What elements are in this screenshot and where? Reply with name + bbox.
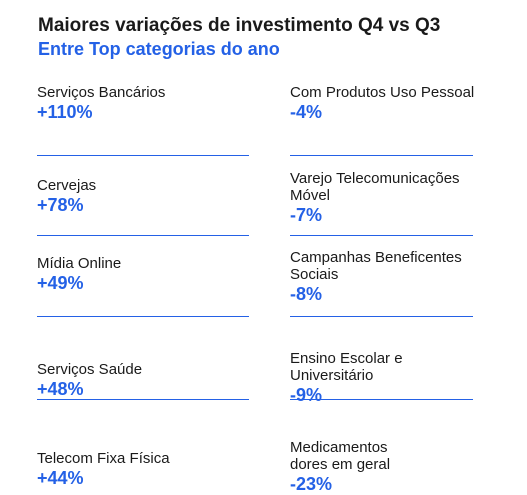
- category-label: Serviços Saúde: [37, 361, 143, 378]
- variation-item-right: Medicamentos dores em geral -23%: [290, 439, 485, 495]
- page-subtitle: Entre Top categorias do ano: [38, 39, 280, 59]
- variation-value: -7%: [290, 205, 323, 225]
- variation-value: -4%: [290, 102, 323, 122]
- divider: [290, 235, 473, 236]
- variation-value: +78%: [37, 195, 84, 215]
- variation-item-right: Varejo Telecomunicações Móvel -7%: [290, 170, 485, 226]
- category-label: Campanhas Beneficentes Sociais: [290, 249, 462, 283]
- category-label: Medicamentos dores em geral: [290, 439, 391, 473]
- divider: [290, 399, 473, 400]
- divider: [290, 316, 473, 317]
- variation-item-right: Com Produtos Uso Pessoal -4%: [290, 84, 485, 123]
- variation-value: +49%: [37, 273, 84, 293]
- category-label: Varejo Telecomunicações Móvel: [290, 170, 460, 204]
- category-label: Cervejas: [37, 177, 97, 194]
- variation-item-right: Ensino Escolar e Universitário -9%: [290, 350, 485, 406]
- variation-value: -8%: [290, 284, 323, 304]
- variation-value: +44%: [37, 468, 84, 488]
- variation-item-left: Telecom Fixa Física +44%: [37, 450, 249, 489]
- variation-row: Mídia Online +49% Campanhas Beneficentes…: [37, 236, 477, 304]
- category-label: Mídia Online: [37, 255, 122, 272]
- header: Maiores variações de investimento Q4 vs …: [38, 14, 508, 60]
- divider: [37, 155, 249, 156]
- category-label: Serviços Bancários: [37, 84, 166, 101]
- variation-row: Serviços Bancários +110% Com Produtos Us…: [37, 80, 477, 139]
- variation-row: Serviços Saúde +48% Ensino Escolar e Uni…: [37, 317, 477, 405]
- variation-grid: Serviços Bancários +110% Com Produtos Us…: [37, 80, 477, 494]
- variation-value: +110%: [37, 102, 93, 122]
- variation-item-left: Serviços Saúde +48%: [37, 361, 249, 400]
- variation-value: +48%: [37, 379, 84, 399]
- category-label: Com Produtos Uso Pessoal: [290, 84, 475, 101]
- variation-item-left: Serviços Bancários +110%: [37, 84, 249, 123]
- variation-row: Telecom Fixa Física +44% Medicamentos do…: [37, 400, 477, 494]
- divider: [37, 316, 249, 317]
- page-title: Maiores variações de investimento Q4 vs …: [38, 15, 441, 36]
- variation-item-left: Mídia Online +49%: [37, 255, 249, 294]
- category-label: Telecom Fixa Física: [37, 450, 170, 467]
- variation-item-left: Cervejas +78%: [37, 177, 249, 216]
- divider: [37, 399, 249, 400]
- variation-row: Cervejas +78% Varejo Telecomunicações Mó…: [37, 156, 477, 225]
- divider: [290, 155, 473, 156]
- variation-item-right: Campanhas Beneficentes Sociais -8%: [290, 249, 485, 305]
- category-label: Ensino Escolar e Universitário: [290, 350, 403, 384]
- divider: [37, 235, 249, 236]
- variation-value: -9%: [290, 385, 323, 405]
